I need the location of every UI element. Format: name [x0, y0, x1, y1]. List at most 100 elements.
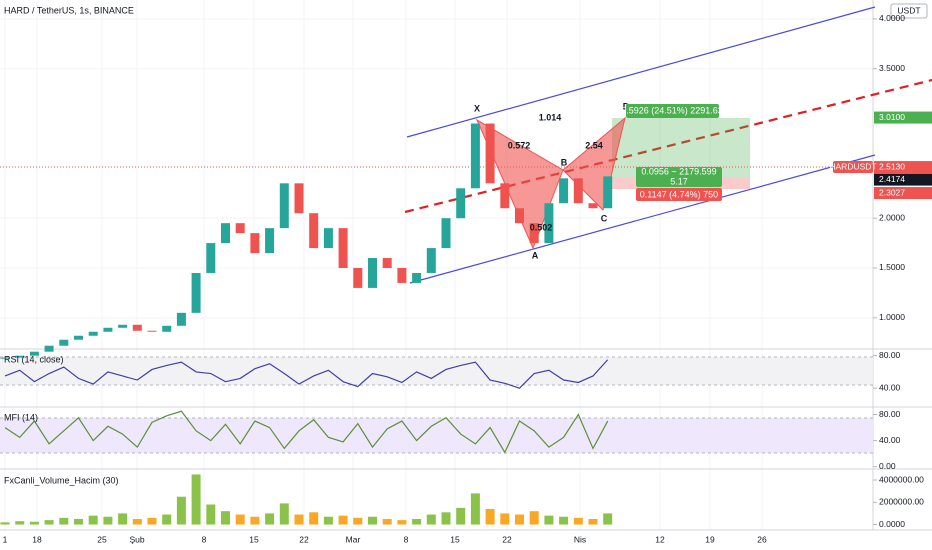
volume-bar — [368, 516, 377, 525]
candle — [103, 327, 113, 332]
candle — [191, 272, 201, 313]
volume-bar — [15, 521, 25, 525]
volume-bar — [309, 512, 319, 525]
candle — [29, 351, 39, 356]
volume-bar — [191, 474, 201, 525]
x-tick-label: Şub — [129, 534, 144, 544]
volume-bar — [441, 512, 451, 525]
volume-bar — [500, 513, 510, 525]
candle — [88, 331, 98, 336]
x-tick-label: Nis — [574, 534, 586, 544]
volume-bar — [147, 517, 157, 525]
volume-bar — [132, 518, 142, 525]
indicator-title[interactable]: FxCanli_Volume_Hacim (30) — [4, 475, 119, 485]
candle — [0, 357, 10, 359]
y-tick-label: 4.0000 — [879, 13, 905, 23]
candle — [544, 203, 554, 244]
volume-bar — [235, 514, 245, 525]
stop-label-box — [636, 188, 722, 201]
candle — [235, 223, 245, 234]
candle — [470, 123, 480, 189]
volume-bar — [515, 514, 524, 525]
volume-bar — [44, 520, 54, 525]
candle — [118, 324, 128, 328]
volume-bar — [162, 514, 172, 525]
volume-bar — [382, 518, 392, 525]
volume-bar — [88, 515, 98, 525]
ratio-label: 0.0956 ~ 2179.599 — [641, 166, 716, 176]
candle — [15, 355, 25, 358]
y-tick-label: 80.00 — [879, 350, 901, 360]
candle — [338, 228, 348, 268]
volume-bar — [279, 503, 289, 525]
currency[interactable]: USDT — [897, 5, 920, 15]
candle — [500, 183, 510, 209]
indicator-title[interactable]: RSI (14, close) — [4, 354, 64, 364]
x-tick-label: 12 — [655, 534, 665, 544]
candle — [59, 339, 69, 346]
pattern-point: X — [474, 103, 480, 113]
ratio-label-box — [636, 167, 722, 187]
candle — [221, 223, 230, 244]
candle — [309, 213, 319, 249]
indicator-title[interactable]: MFI (14) — [4, 412, 38, 422]
pattern-ratio: 0.572 — [508, 140, 531, 150]
candle — [485, 123, 495, 184]
candle — [323, 228, 333, 249]
symbol-tag-text: HARDUSDT — [829, 161, 876, 171]
y-tick-label: 40.00 — [879, 382, 901, 392]
x-tick-label: 22 — [299, 534, 309, 544]
candle — [456, 188, 466, 219]
volume-bar — [485, 508, 495, 525]
volume-bar — [323, 516, 333, 525]
candle — [412, 272, 422, 283]
pattern-point: A — [532, 250, 539, 260]
volume-bar — [338, 515, 348, 525]
x-tick-label: 15 — [450, 534, 460, 544]
volume-bar — [397, 520, 407, 525]
price-label: 2.5130 — [879, 161, 905, 171]
volume-bar — [544, 515, 554, 525]
candle — [132, 324, 142, 331]
volume-bar — [529, 511, 539, 525]
channel-upper[interactable] — [406, 6, 876, 138]
y-tick-label: 1.5000 — [879, 262, 905, 272]
volume-bar — [0, 522, 10, 525]
rsi-band — [0, 357, 873, 385]
candle — [397, 267, 407, 283]
price-label-box — [874, 187, 932, 200]
candle — [441, 218, 451, 249]
channel-mid[interactable] — [404, 78, 932, 214]
x-tick-label: Mar — [346, 534, 361, 544]
symbol-tag — [833, 161, 873, 173]
volume-bar — [470, 493, 480, 525]
volume-bar — [456, 507, 466, 525]
stop-label: 0.1147 (4.74%) 750 — [640, 189, 718, 199]
volume-bar — [221, 511, 230, 525]
pattern-bcd[interactable] — [562, 116, 626, 211]
x-tick-label: 15 — [249, 534, 259, 544]
candle — [573, 178, 583, 204]
volume-bar — [250, 516, 260, 525]
y-tick-label: 2000000.00 — [879, 497, 924, 507]
target-label: 0.5926 (24.51%) 2291.63 — [621, 105, 723, 115]
y-tick-label: 0.0000 — [879, 519, 905, 529]
ratio-label: 5.17 — [670, 176, 688, 186]
candle — [515, 208, 524, 224]
volume-bar — [176, 496, 186, 525]
target-label-box — [626, 104, 719, 118]
candle — [529, 223, 539, 244]
x-tick-label: 8 — [404, 534, 409, 544]
candle — [162, 325, 172, 332]
volume-bar — [103, 516, 113, 525]
candle — [588, 203, 598, 209]
pattern-ratio: 0.502 — [530, 222, 553, 232]
channel-lower[interactable] — [409, 154, 876, 284]
y-tick-label: 1.0000 — [879, 312, 905, 322]
x-tick-label: 22 — [502, 534, 512, 544]
pattern-point: C — [601, 213, 608, 223]
currency-box[interactable] — [890, 3, 928, 19]
x-tick-label: 26 — [757, 534, 767, 544]
y-tick-label: 80.00 — [879, 409, 901, 419]
